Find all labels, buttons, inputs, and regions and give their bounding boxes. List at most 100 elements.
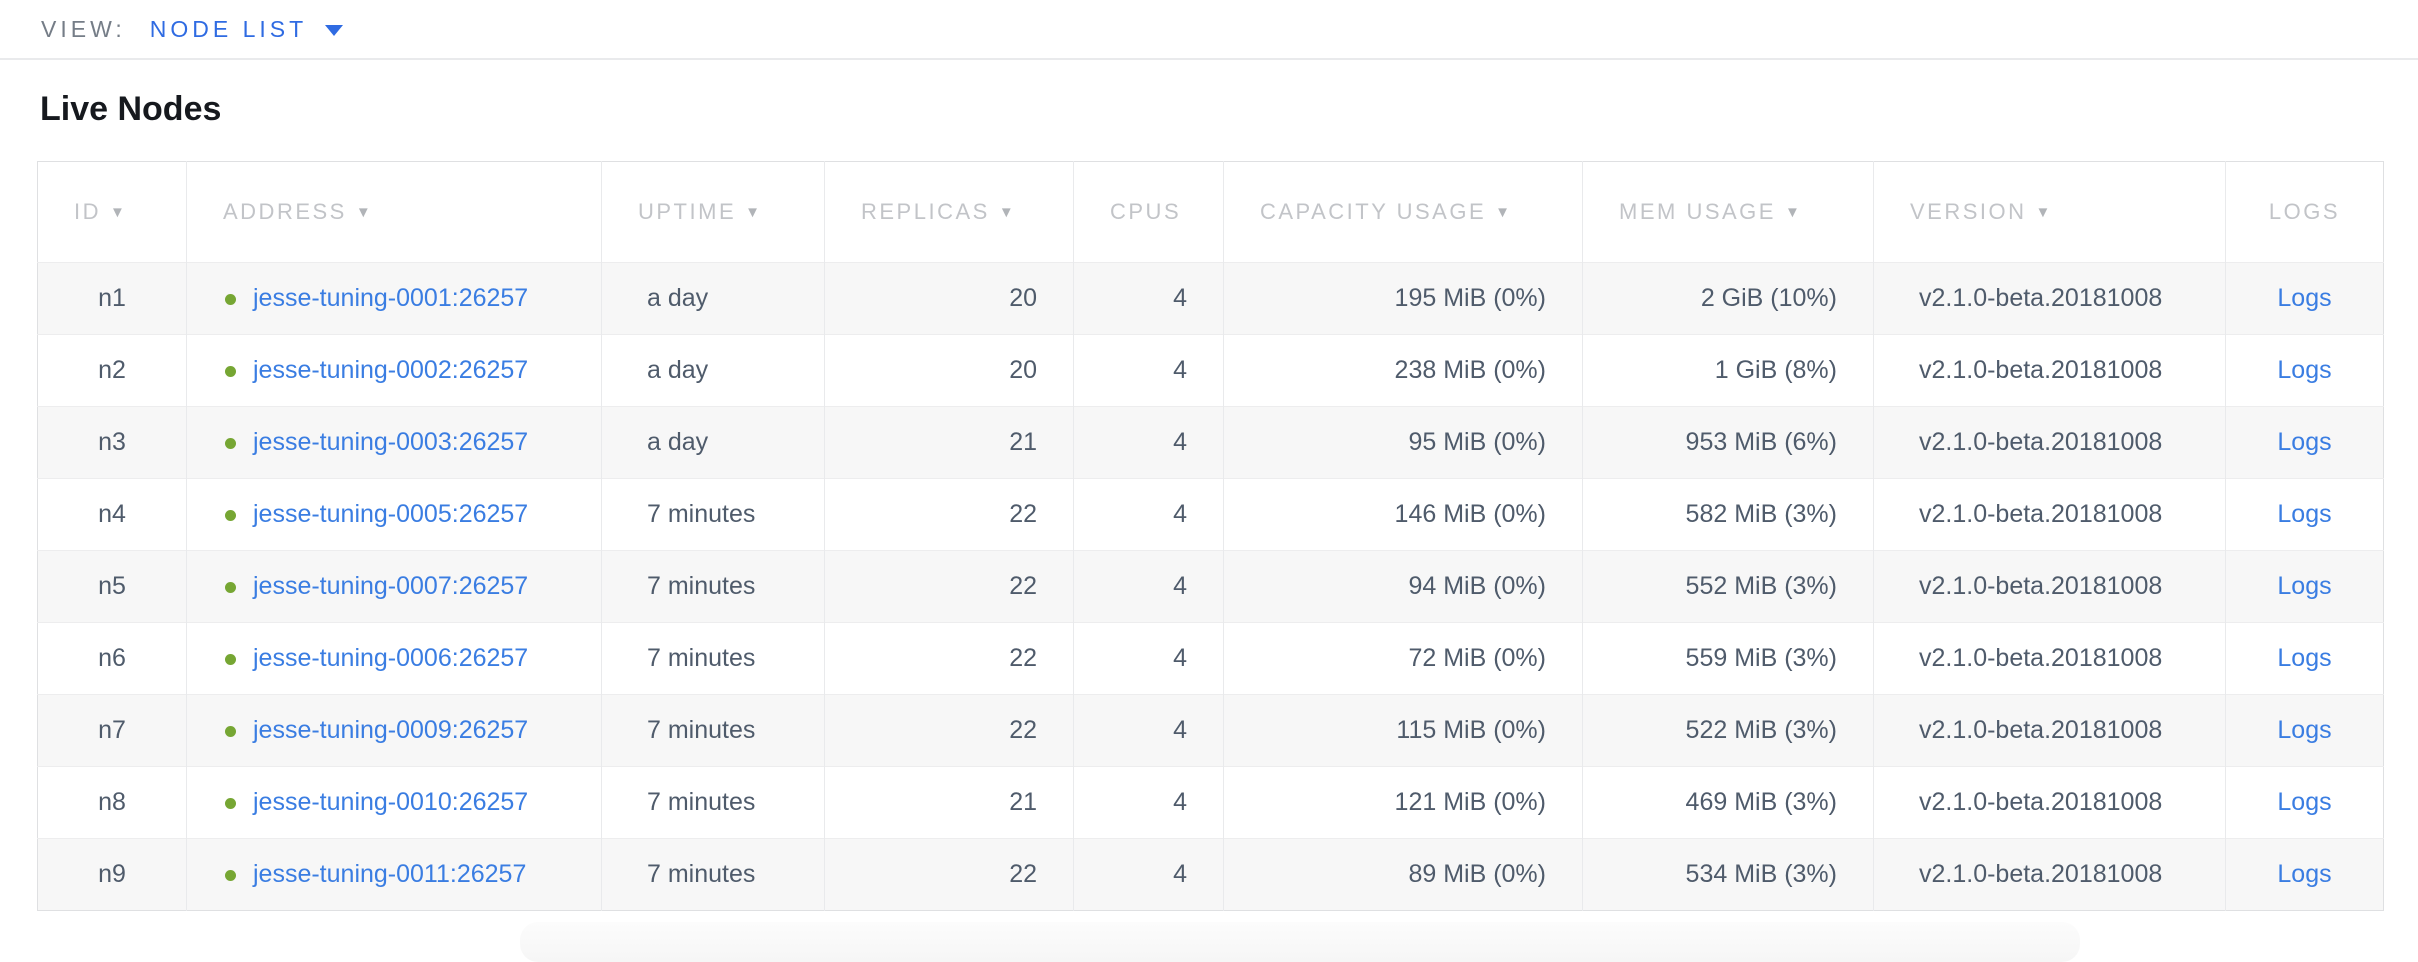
- node-address-cell: jesse-tuning-0011:26257: [186, 838, 602, 911]
- node-live-status-icon: [225, 726, 236, 737]
- node-id-cell: n4: [37, 478, 187, 551]
- logs-link[interactable]: Logs: [2277, 644, 2332, 672]
- replicas-cell: 22: [824, 694, 1074, 767]
- uptime-cell: 7 minutes: [601, 694, 825, 767]
- logs-cell: Logs: [2225, 406, 2384, 479]
- node-address-link[interactable]: jesse-tuning-0001:26257: [253, 284, 529, 312]
- column-header-uptime[interactable]: UPTIME ▼: [601, 161, 825, 263]
- node-address-cell: jesse-tuning-0010:26257: [186, 766, 602, 839]
- column-header-capacity-usage[interactable]: CAPACITY USAGE ▼: [1223, 161, 1583, 263]
- capacity-usage-cell: 121 MiB (0%): [1223, 766, 1583, 839]
- mem-usage-cell: 559 MiB (3%): [1582, 622, 1874, 695]
- cpus-cell: 4: [1073, 406, 1224, 479]
- node-live-status-icon: [225, 654, 236, 665]
- sort-desc-icon: ▼: [1495, 204, 1510, 221]
- node-address-link[interactable]: jesse-tuning-0009:26257: [253, 716, 529, 744]
- column-header-version[interactable]: VERSION ▼: [1873, 161, 2226, 263]
- node-address-cell: jesse-tuning-0005:26257: [186, 478, 602, 551]
- logs-cell: Logs: [2225, 622, 2384, 695]
- table-header-row: ID ▼ ADDRESS ▼ UPTIME ▼ REPLICAS ▼ CPUS CAPA…: [38, 161, 2384, 263]
- uptime-cell: a day: [601, 334, 825, 407]
- version-cell: v2.1.0-beta.20181008: [1873, 262, 2226, 335]
- column-header-address[interactable]: ADDRESS ▼: [186, 161, 602, 263]
- column-header-replicas[interactable]: REPLICAS ▼: [824, 161, 1074, 263]
- replicas-cell: 20: [824, 334, 1074, 407]
- node-live-status-icon: [225, 438, 236, 449]
- mem-usage-cell: 2 GiB (10%): [1582, 262, 1874, 335]
- cpus-cell: 4: [1073, 838, 1224, 911]
- mem-usage-cell: 1 GiB (8%): [1582, 334, 1874, 407]
- mem-usage-cell: 953 MiB (6%): [1582, 406, 1874, 479]
- table-row: n7 jesse-tuning-0009:26257 7 minutes 22 …: [37, 694, 2384, 767]
- capacity-usage-cell: 115 MiB (0%): [1223, 694, 1583, 767]
- logs-cell: Logs: [2225, 694, 2384, 767]
- view-label: VIEW:: [41, 15, 126, 42]
- replicas-cell: 22: [824, 838, 1074, 911]
- table-row: n3 jesse-tuning-0003:26257 a day 21 4 95…: [37, 406, 2384, 479]
- node-id-cell: n9: [37, 838, 187, 911]
- node-id-cell: n8: [37, 766, 187, 839]
- view-selector-dropdown[interactable]: NODE LIST: [149, 15, 344, 43]
- sort-desc-icon: ▼: [1784, 204, 1800, 221]
- replicas-cell: 20: [824, 262, 1074, 335]
- node-live-status-icon: [225, 582, 236, 593]
- node-address-link[interactable]: jesse-tuning-0011:26257: [253, 860, 527, 888]
- node-address-cell: jesse-tuning-0002:26257: [186, 334, 602, 407]
- logs-link[interactable]: Logs: [2277, 716, 2332, 744]
- version-cell: v2.1.0-beta.20181008: [1873, 838, 2226, 911]
- node-id-cell: n2: [37, 334, 187, 407]
- version-cell: v2.1.0-beta.20181008: [1873, 622, 2226, 695]
- view-selected-value[interactable]: NODE LIST: [149, 15, 308, 42]
- cpus-cell: 4: [1073, 550, 1224, 623]
- uptime-cell: 7 minutes: [601, 622, 825, 695]
- version-cell: v2.1.0-beta.20181008: [1873, 334, 2226, 407]
- logs-link[interactable]: Logs: [2277, 284, 2332, 312]
- sort-desc-icon: ▼: [745, 204, 760, 221]
- logs-link[interactable]: Logs: [2277, 500, 2332, 528]
- capacity-usage-cell: 146 MiB (0%): [1223, 478, 1583, 551]
- node-address-cell: jesse-tuning-0006:26257: [186, 622, 602, 695]
- logs-link[interactable]: Logs: [2277, 788, 2332, 816]
- column-header-mem-usage[interactable]: MEM USAGE ▼: [1582, 161, 1874, 263]
- replicas-cell: 21: [824, 406, 1074, 479]
- table-row: n5 jesse-tuning-0007:26257 7 minutes 22 …: [37, 550, 2384, 623]
- column-header-cpus[interactable]: CPUS: [1073, 161, 1224, 263]
- node-live-status-icon: [225, 366, 236, 377]
- cpus-cell: 4: [1073, 478, 1224, 551]
- live-nodes-table: ID ▼ ADDRESS ▼ UPTIME ▼ REPLICAS ▼ CPUS CAPA…: [37, 161, 2384, 911]
- cpus-cell: 4: [1073, 766, 1224, 839]
- node-address-link[interactable]: jesse-tuning-0005:26257: [253, 500, 529, 528]
- chevron-down-icon: [325, 24, 344, 36]
- node-address-link[interactable]: jesse-tuning-0007:26257: [253, 572, 529, 600]
- replicas-cell: 21: [824, 766, 1074, 839]
- capacity-usage-cell: 94 MiB (0%): [1223, 550, 1583, 623]
- node-address-link[interactable]: jesse-tuning-0002:26257: [253, 356, 529, 384]
- capacity-usage-cell: 72 MiB (0%): [1223, 622, 1583, 695]
- table-row: n9 jesse-tuning-0011:26257 7 minutes 22 …: [37, 838, 2384, 911]
- capacity-usage-cell: 238 MiB (0%): [1223, 334, 1583, 407]
- mem-usage-cell: 582 MiB (3%): [1582, 478, 1874, 551]
- node-address-cell: jesse-tuning-0003:26257: [186, 406, 602, 479]
- version-cell: v2.1.0-beta.20181008: [1873, 406, 2226, 479]
- view-bar: VIEW: NODE LIST: [0, 0, 2418, 60]
- version-cell: v2.1.0-beta.20181008: [1873, 766, 2226, 839]
- capacity-usage-cell: 95 MiB (0%): [1223, 406, 1583, 479]
- node-address-cell: jesse-tuning-0007:26257: [186, 550, 602, 623]
- logs-link[interactable]: Logs: [2277, 572, 2332, 600]
- mem-usage-cell: 534 MiB (3%): [1582, 838, 1874, 911]
- logs-cell: Logs: [2225, 334, 2384, 407]
- table-row: n8 jesse-tuning-0010:26257 7 minutes 21 …: [37, 766, 2384, 839]
- logs-cell: Logs: [2225, 766, 2384, 839]
- node-address-link[interactable]: jesse-tuning-0010:26257: [253, 788, 529, 816]
- logs-link[interactable]: Logs: [2277, 860, 2332, 888]
- capacity-usage-cell: 89 MiB (0%): [1223, 838, 1583, 911]
- column-header-id[interactable]: ID ▼: [74, 199, 125, 224]
- logs-link[interactable]: Logs: [2277, 356, 2332, 384]
- node-address-link[interactable]: jesse-tuning-0003:26257: [253, 428, 529, 456]
- node-id-cell: n3: [37, 406, 187, 479]
- logs-link[interactable]: Logs: [2277, 428, 2332, 456]
- mem-usage-cell: 522 MiB (3%): [1582, 694, 1874, 767]
- node-address-link[interactable]: jesse-tuning-0006:26257: [253, 644, 529, 672]
- node-id-cell: n5: [37, 550, 187, 623]
- column-header-logs: LOGS: [2225, 161, 2384, 263]
